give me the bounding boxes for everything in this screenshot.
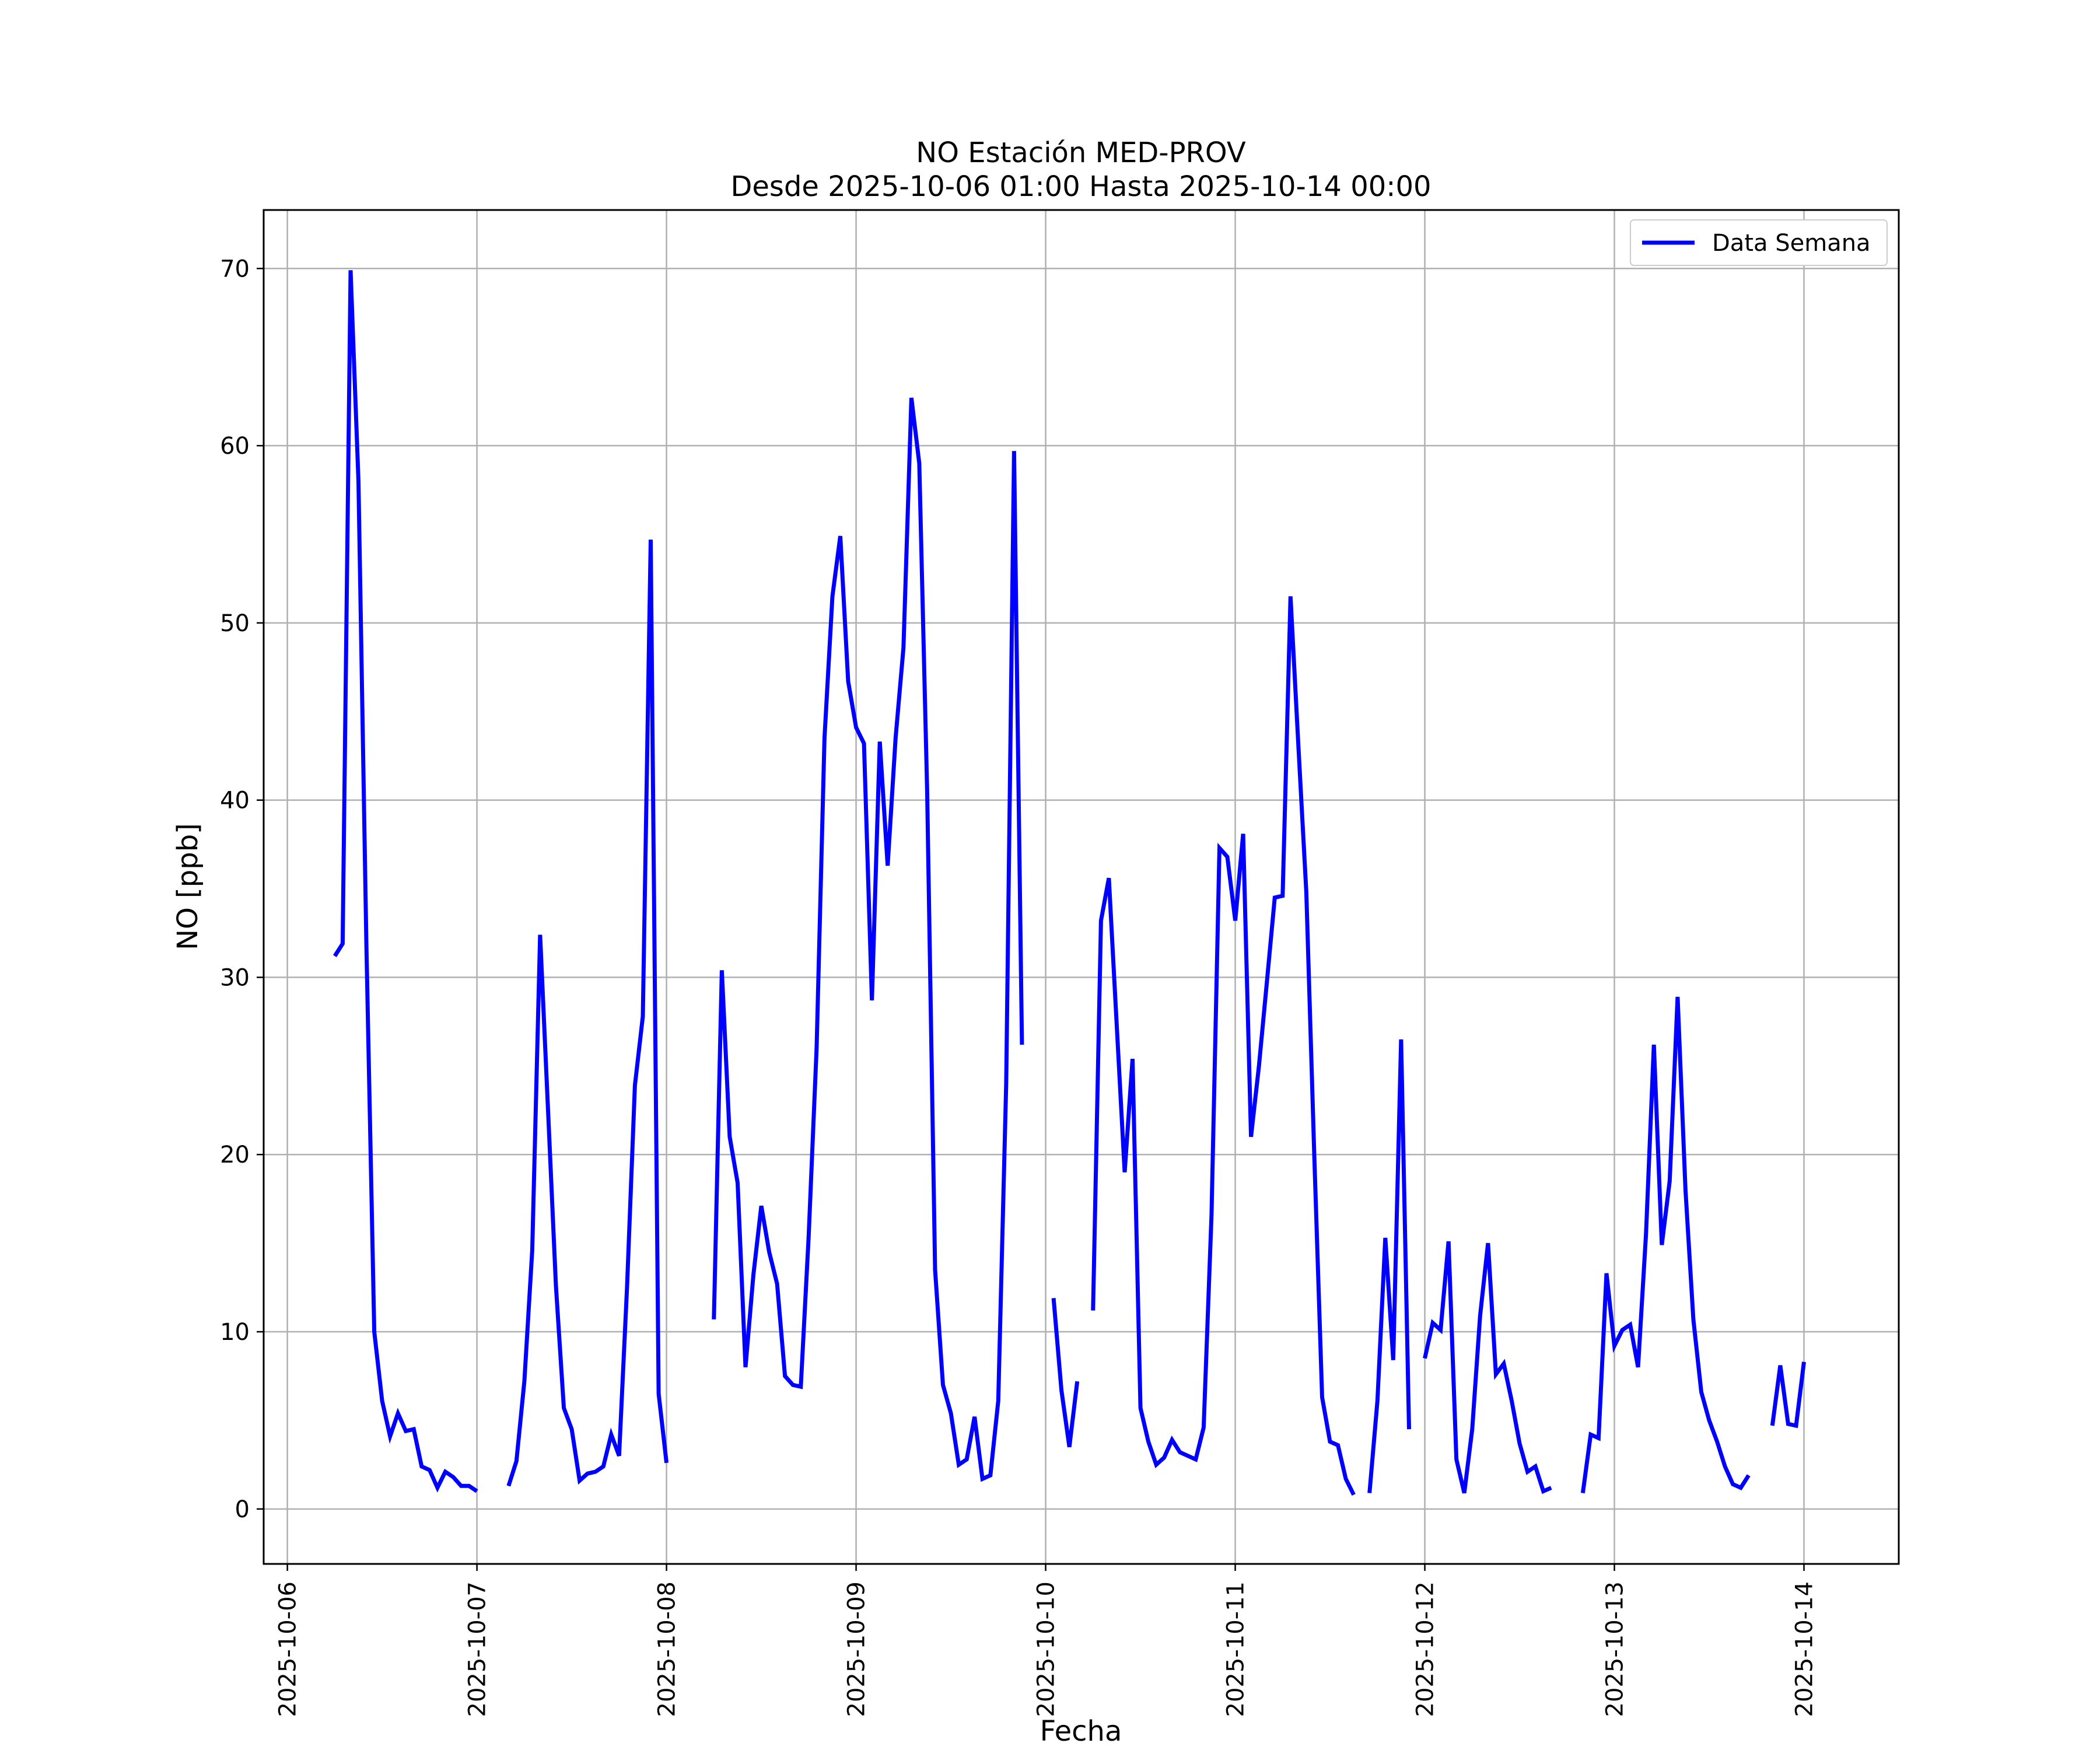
series-data-semana — [332, 270, 1806, 1496]
x-tick-label: 2025-10-07 — [464, 1581, 491, 1717]
legend-box — [1630, 219, 1888, 266]
x-tick-label: 2025-10-06 — [275, 1581, 302, 1717]
x-tick-label: 2025-10-10 — [1033, 1581, 1060, 1717]
legend: Data Semana — [1630, 219, 1888, 266]
y-axis-label: NO [ppb] — [172, 823, 204, 950]
y-tick-label: 60 — [220, 433, 250, 460]
x-tick-label: 2025-10-11 — [1223, 1581, 1250, 1717]
plot-area — [262, 209, 1900, 1565]
x-tick-label: 2025-10-13 — [1602, 1581, 1629, 1717]
series-line-segment — [1367, 1039, 1411, 1493]
y-tick-label: 70 — [220, 256, 250, 282]
legend-entry: Data Semana — [1712, 230, 1871, 257]
series-line-segment — [1051, 1298, 1080, 1447]
y-tick-label: 40 — [220, 788, 250, 814]
y-tick-label: 50 — [220, 610, 250, 637]
x-axis: 2025-10-06 2025-10-07 2025-10-08 2025-10-09… — [275, 1564, 1818, 1717]
chart-subtitle: Desde 2025-10-06 01:00 Hasta 2025-10-14 … — [730, 170, 1431, 203]
series-line-segment — [1580, 996, 1751, 1493]
y-tick-label: 30 — [220, 964, 250, 991]
chart-title: NO Estación MED-PROV — [916, 136, 1246, 169]
y-tick-label: 10 — [220, 1319, 250, 1346]
x-tick-label: 2025-10-12 — [1412, 1581, 1439, 1717]
y-tick-label: 0 — [235, 1496, 250, 1523]
series-line-segment — [1423, 1241, 1552, 1494]
y-axis: 0 10 20 30 40 50 60 70 — [220, 256, 264, 1523]
x-tick-label: 2025-10-14 — [1791, 1581, 1818, 1717]
x-tick-label: 2025-10-08 — [654, 1581, 681, 1717]
grid-lines — [264, 210, 1899, 1564]
series-line-segment — [712, 397, 1024, 1482]
series-line-segment — [1091, 596, 1356, 1496]
series-line-segment — [506, 540, 669, 1487]
x-axis-label: Fecha — [1040, 1715, 1122, 1748]
series-line-segment — [332, 270, 478, 1493]
series-line-segment — [1770, 1362, 1806, 1429]
x-tick-label: 2025-10-09 — [844, 1581, 870, 1717]
y-tick-label: 20 — [220, 1142, 250, 1168]
